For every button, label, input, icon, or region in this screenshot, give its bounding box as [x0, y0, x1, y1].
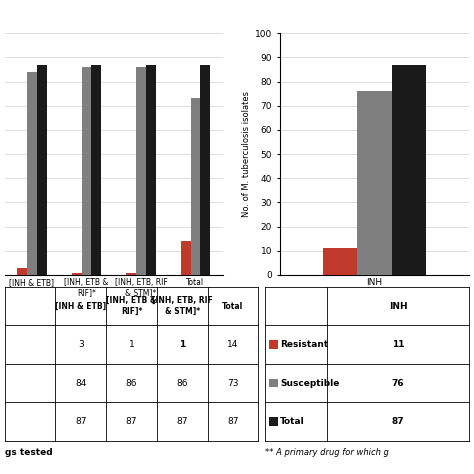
Text: Total: Total [280, 417, 305, 426]
Text: Resistant: Resistant [280, 340, 328, 349]
Bar [181, 241, 191, 275]
Text: [INH, ETB &
RIF]*: [INH, ETB & RIF]* [106, 296, 157, 316]
Bar [82, 67, 91, 275]
Bar [146, 64, 155, 275]
Text: Susceptible: Susceptible [280, 379, 339, 388]
Text: 87: 87 [75, 417, 87, 426]
Text: 73: 73 [227, 379, 239, 388]
Bar [27, 72, 37, 275]
Text: Total: Total [222, 301, 244, 310]
Bar [323, 248, 357, 275]
Bar [392, 64, 426, 275]
Bar [37, 64, 47, 275]
Text: 86: 86 [126, 379, 137, 388]
Bar [357, 91, 392, 275]
Legend: Susceptible, Total: Susceptible, Total [9, 0, 125, 1]
Bar [191, 99, 201, 275]
Text: 87: 87 [227, 417, 239, 426]
Text: INH: INH [389, 301, 408, 310]
Bar [136, 67, 146, 275]
Text: 84: 84 [75, 379, 86, 388]
Bar [17, 268, 27, 275]
Text: 76: 76 [392, 379, 404, 388]
Legend: Resistant: Resistant [407, 0, 468, 1]
Text: [INH & ETB]: [INH & ETB] [55, 301, 106, 310]
Text: ** A primary drug for which g: ** A primary drug for which g [265, 448, 389, 457]
Text: 87: 87 [392, 417, 404, 426]
Y-axis label: No. of M. tuberculosis isolates: No. of M. tuberculosis isolates [242, 91, 251, 217]
Text: 14: 14 [228, 340, 238, 349]
Text: 87: 87 [176, 417, 188, 426]
Bar [91, 64, 101, 275]
Text: gs tested: gs tested [5, 448, 52, 457]
Bar [201, 64, 210, 275]
Text: 3: 3 [78, 340, 84, 349]
Text: 1: 1 [179, 340, 185, 349]
Bar [72, 273, 82, 275]
Text: 1: 1 [128, 340, 135, 349]
Text: 87: 87 [126, 417, 137, 426]
Text: 86: 86 [176, 379, 188, 388]
Text: [INH, ETB, RIF
& STM]*: [INH, ETB, RIF & STM]* [152, 296, 213, 316]
Text: 11: 11 [392, 340, 404, 349]
Bar [126, 273, 136, 275]
